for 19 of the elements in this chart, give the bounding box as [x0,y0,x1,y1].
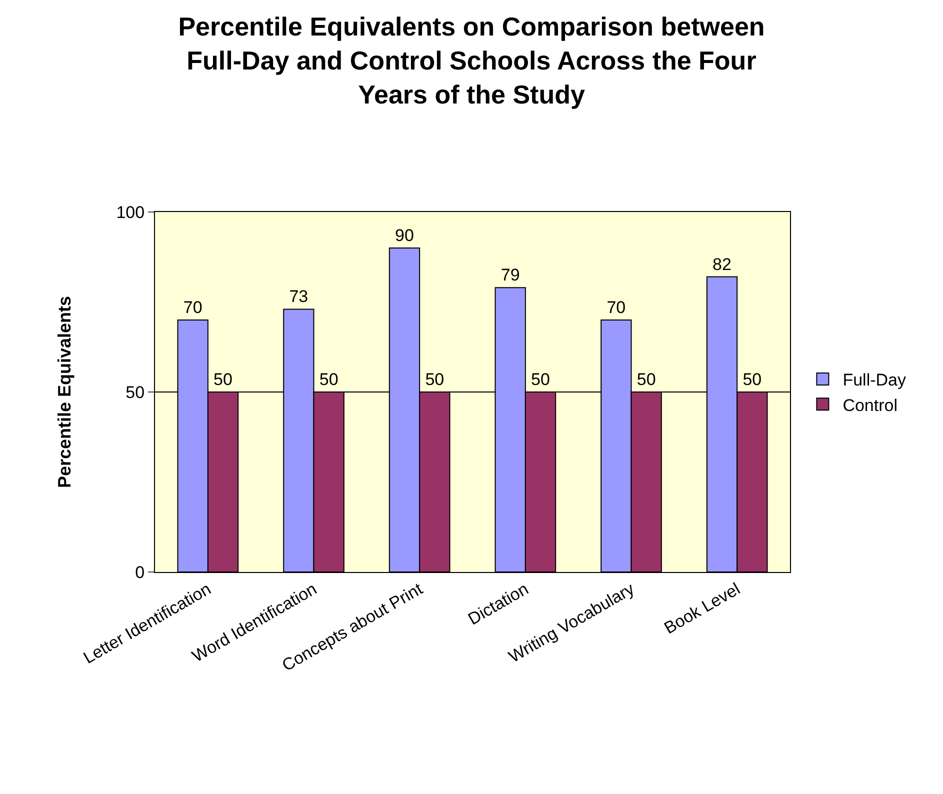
data-label: 73 [289,287,308,306]
y-axis-title: Percentile Equivalents [54,296,74,488]
data-label: 50 [214,370,232,389]
data-label: 90 [395,226,414,245]
data-label: 70 [606,298,626,317]
data-label: 50 [531,370,550,389]
data-label: 70 [183,298,202,317]
chart-title: Percentile Equivalents on Comparison between Full-Day and Control Schools Across the Four Years of the Study [178,12,765,110]
data-label: 82 [712,254,732,274]
legend-label: Control [842,396,898,415]
y-tick-label: 100 [116,202,145,222]
y-tick-label: 50 [126,382,145,402]
data-label: 50 [425,370,444,389]
data-label: 50 [742,370,762,389]
data-label: 50 [636,370,656,389]
data-label: 50 [319,370,338,389]
y-tick-label: 0 [135,562,145,582]
data-label: 79 [500,266,520,285]
legend-label: Full-Day [842,370,906,390]
